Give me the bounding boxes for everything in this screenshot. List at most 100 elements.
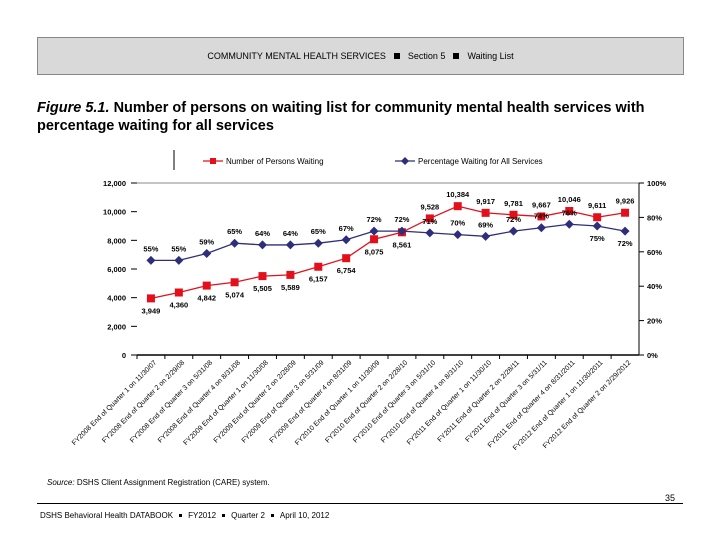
data-label: 55% <box>171 244 186 253</box>
data-point <box>286 270 295 279</box>
data-point <box>536 223 546 233</box>
data-label: 67% <box>339 224 354 233</box>
right-tick-label: 80% <box>647 213 662 222</box>
data-label: 9,667 <box>532 200 551 209</box>
figure-title-text: Number of persons on waiting list for co… <box>37 100 645 134</box>
data-label: 72% <box>394 215 409 224</box>
data-label: 8,561 <box>393 240 412 249</box>
left-tick-label: 0 <box>122 351 126 360</box>
section-number: Section 5 <box>407 51 446 61</box>
data-point <box>425 214 434 223</box>
data-label: 64% <box>283 229 298 238</box>
data-label: 4,360 <box>169 301 188 310</box>
data-point <box>202 249 212 259</box>
data-point <box>453 202 462 211</box>
data-label: 9,611 <box>588 201 606 210</box>
bullet-icon <box>222 514 226 517</box>
data-label: 5,074 <box>225 290 245 299</box>
data-point <box>230 238 240 248</box>
data-point <box>146 255 156 265</box>
bullet-icon <box>393 53 400 59</box>
data-point <box>481 208 490 217</box>
data-point <box>202 281 211 290</box>
data-point <box>397 226 407 236</box>
data-label: 74% <box>534 212 549 221</box>
data-point <box>453 230 463 240</box>
data-point <box>230 278 239 287</box>
data-label: 76% <box>562 208 577 217</box>
data-point <box>621 208 630 217</box>
footer-date: April 10, 2012 <box>279 511 330 520</box>
figure-title: Figure 5.1. Number of persons on waiting… <box>37 99 687 135</box>
data-point <box>313 238 323 248</box>
right-tick-label: 60% <box>647 248 662 257</box>
data-label: 6,754 <box>337 266 357 275</box>
legend-marker <box>401 157 409 165</box>
source-text: DSHS Client Assignment Registration (CAR… <box>76 478 270 487</box>
data-point <box>146 294 155 303</box>
data-label: 9,781 <box>504 199 523 208</box>
data-label: 4,842 <box>197 294 216 303</box>
data-label: 71% <box>422 217 437 226</box>
left-tick-label: 8,000 <box>107 236 126 245</box>
data-point <box>425 228 435 238</box>
data-point <box>258 240 267 250</box>
right-tick-label: 40% <box>647 282 662 291</box>
right-tick-label: 0% <box>647 351 658 360</box>
bullet-icon <box>453 53 460 59</box>
left-tick-label: 10,000 <box>103 208 126 217</box>
data-label: 10,046 <box>558 195 581 204</box>
left-tick-label: 4,000 <box>107 294 126 303</box>
data-point <box>564 219 574 229</box>
data-label: 72% <box>618 239 633 248</box>
footer-rule <box>37 503 683 504</box>
data-point <box>174 255 184 265</box>
figure-label: Figure 5.1. <box>37 100 110 116</box>
data-point <box>620 226 630 236</box>
section-topic: Waiting List <box>467 51 514 61</box>
legend-label: Number of Persons Waiting <box>226 157 324 166</box>
left-tick-label: 6,000 <box>107 265 126 274</box>
footer-book: DSHS Behavioral Health DATABOOK <box>40 511 174 520</box>
section-header: COMMUNITY MENTAL HEALTH SERVICES Section… <box>37 37 684 75</box>
data-label: 8,075 <box>365 247 384 256</box>
data-label: 9,926 <box>616 197 635 206</box>
data-label: 64% <box>255 229 270 238</box>
data-label: 55% <box>143 244 158 253</box>
legend-marker <box>210 158 216 164</box>
right-tick-label: 100% <box>647 179 667 188</box>
data-label: 72% <box>367 215 382 224</box>
footer-quarter: Quarter 2 <box>231 511 265 520</box>
data-point <box>258 272 267 281</box>
data-label: 69% <box>478 220 493 229</box>
bullet-icon <box>270 514 274 517</box>
data-point <box>509 210 518 219</box>
data-label: 65% <box>227 227 242 236</box>
data-label: 75% <box>590 234 605 243</box>
legend-label: Percentage Waiting for All Services <box>418 157 543 166</box>
data-point <box>314 262 323 271</box>
footer-fy: FY2012 <box>188 511 217 520</box>
data-point <box>370 235 379 244</box>
series-line <box>150 223 626 262</box>
data-label: 72% <box>506 215 521 224</box>
data-point <box>537 212 546 221</box>
data-label: 70% <box>450 219 465 228</box>
left-tick-label: 2,000 <box>107 322 126 331</box>
data-point <box>285 240 295 250</box>
data-point <box>342 254 351 263</box>
data-point <box>481 231 491 241</box>
page-number: 35 <box>665 493 676 503</box>
data-point <box>565 207 574 216</box>
data-label: 10,384 <box>446 190 470 199</box>
data-point <box>369 226 379 236</box>
source-note: Source: DSHS Client Assignment Registrat… <box>47 478 270 487</box>
data-point <box>593 213 602 222</box>
data-label: 5,589 <box>281 283 300 292</box>
data-point <box>174 288 183 297</box>
data-label: 9,528 <box>420 202 439 211</box>
series-line <box>150 205 626 300</box>
data-point <box>509 226 518 236</box>
data-label: 9,917 <box>476 197 495 206</box>
